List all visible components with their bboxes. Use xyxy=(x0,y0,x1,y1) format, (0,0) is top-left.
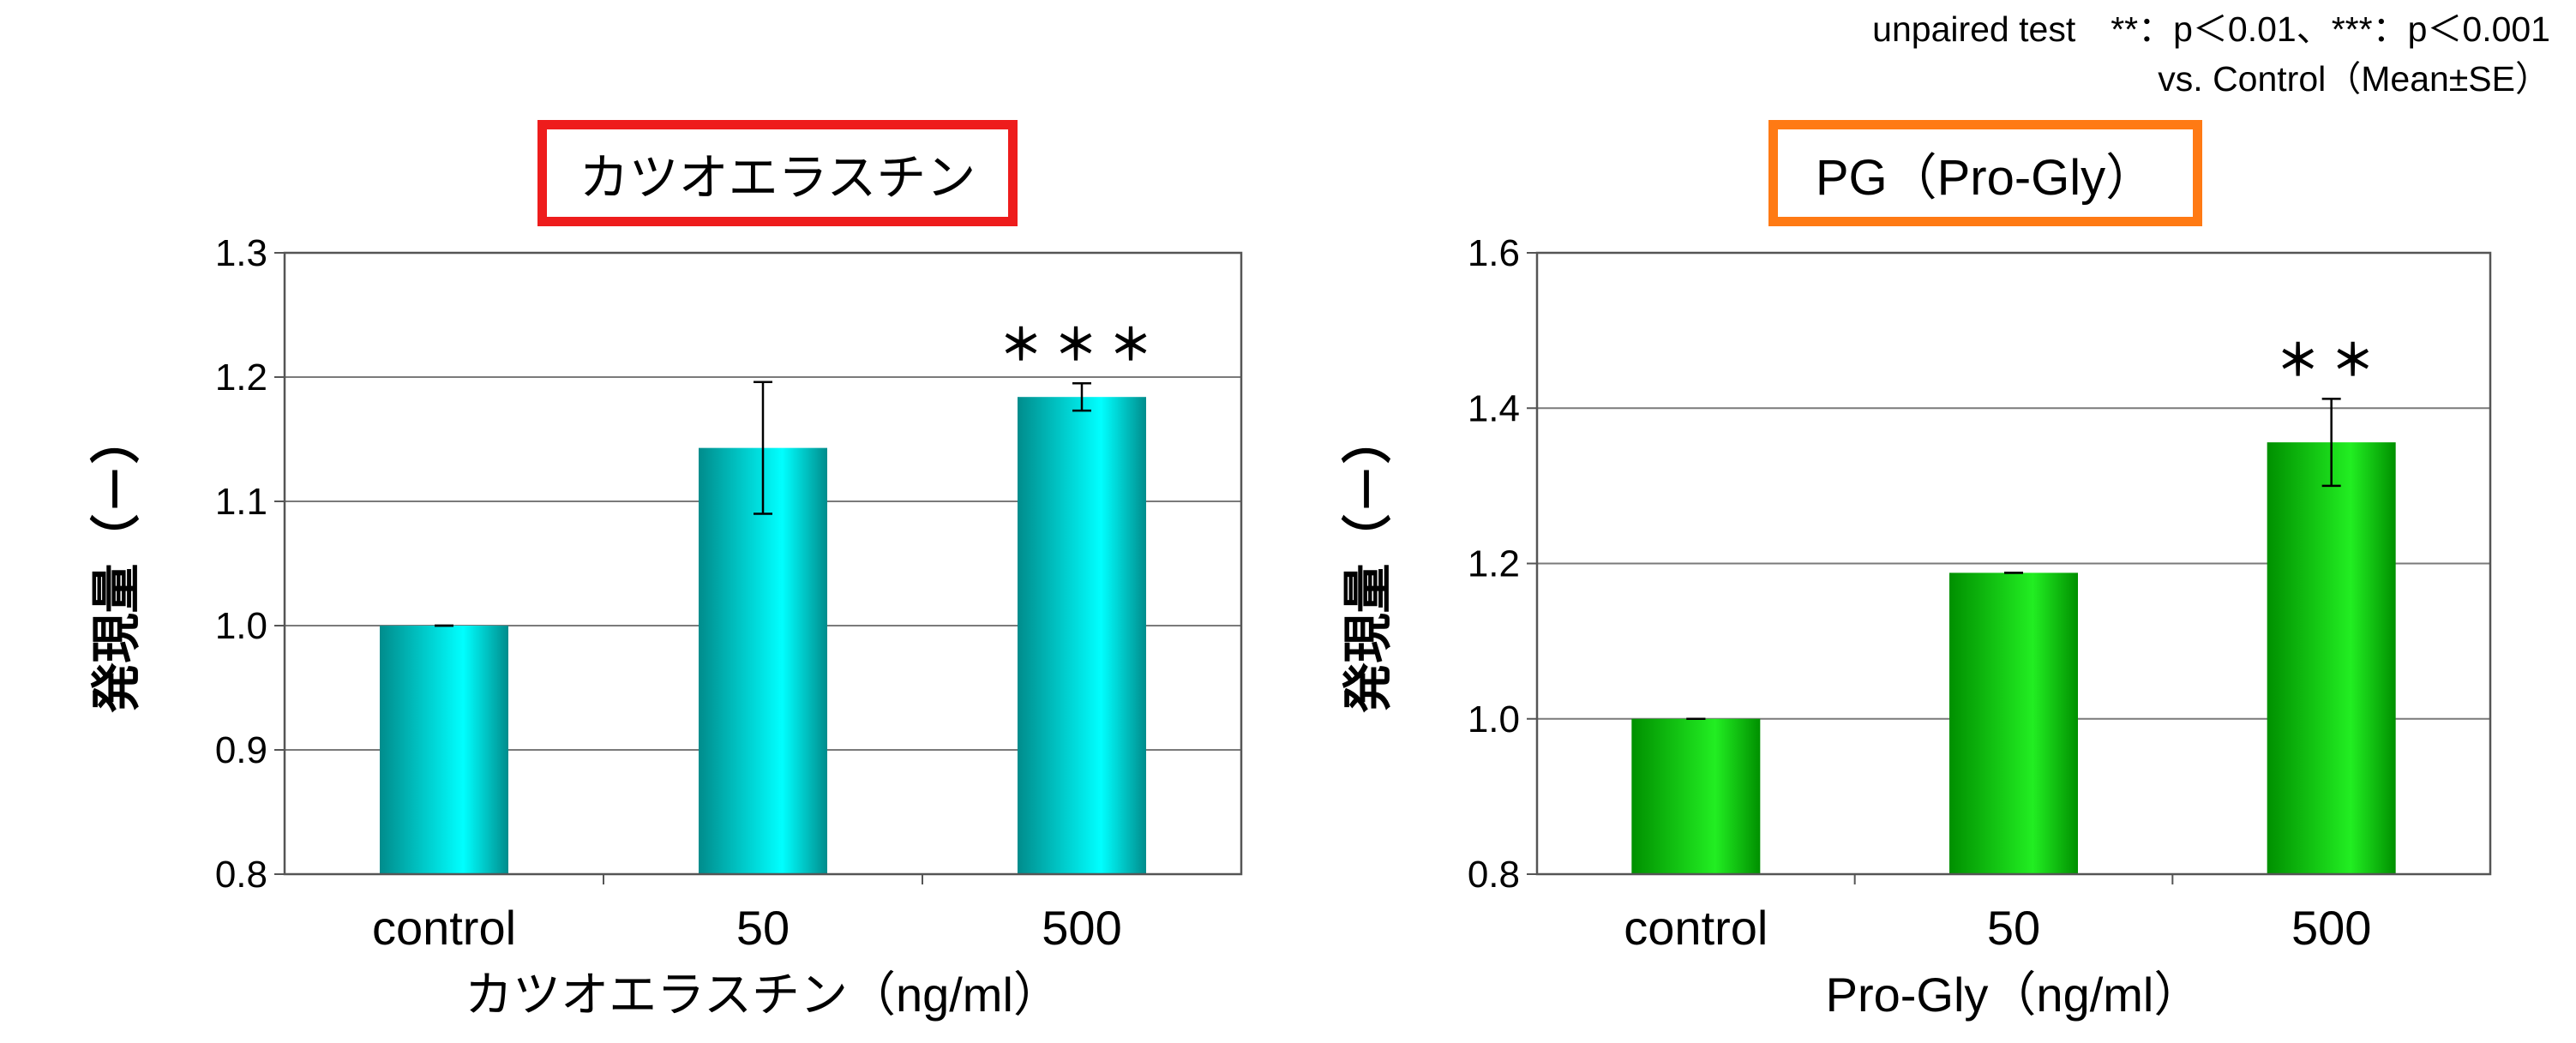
error-bar-50 xyxy=(754,381,772,515)
stats-note-test: unpaired test **：p＜0.01、***：p＜0.001 xyxy=(1872,9,2550,49)
stats-note-reference: vs. Control（Mean±SE） xyxy=(2158,59,2550,99)
y-tick-label: 0.9 xyxy=(215,729,267,771)
error-bar-500 xyxy=(2321,398,2341,488)
y-axis-title: 発現量（－） xyxy=(88,414,144,712)
chart-katsuo-elastin: 0.8 0.9 1.0 1.1 1.2 1.3 control 50 ＊＊＊ 500 カツオエラスチ… xyxy=(88,232,1243,1022)
x-axis-title: カツオエラスチン（ng/ml） xyxy=(465,968,1061,1022)
y-tick-label: 1.1 xyxy=(215,481,267,523)
bar-50 xyxy=(699,447,827,874)
y-axis-title: 発現量（－） xyxy=(1340,414,1396,712)
y-tick-label: 1.0 xyxy=(215,605,267,647)
bar-500 xyxy=(2267,442,2396,874)
chart-1-title: カツオエラスチン xyxy=(537,120,1018,226)
y-tick-label: 0.8 xyxy=(1468,854,1520,896)
x-tick-label: 50 xyxy=(736,901,790,955)
y-tick-label: 1.4 xyxy=(1468,387,1520,429)
error-bar-500 xyxy=(1072,382,1091,412)
x-axis-title: Pro-Gly（ng/ml） xyxy=(1826,968,2202,1022)
y-tick-label: 1.3 xyxy=(215,232,267,274)
y-tick-label: 1.6 xyxy=(1468,232,1520,274)
x-tick-label: 500 xyxy=(2291,901,2371,955)
x-tick-label: control xyxy=(1624,901,1768,955)
plot-frame xyxy=(1535,251,2492,876)
y-tick-label: 1.2 xyxy=(1468,543,1520,585)
x-tick-label: 50 xyxy=(1987,901,2040,955)
y-tick-label: 1.0 xyxy=(1468,698,1520,740)
plot-frame xyxy=(283,251,1243,876)
bar-control xyxy=(380,626,508,874)
bar-50 xyxy=(1949,572,2078,874)
y-tick-label: 1.2 xyxy=(215,357,267,399)
bar-control xyxy=(1631,718,1761,874)
x-tick-label: 500 xyxy=(1042,901,1121,955)
significance-marker: ＊＊ xyxy=(2277,336,2387,384)
x-tick-label: control xyxy=(372,901,516,955)
significance-marker: ＊＊＊ xyxy=(1000,321,1164,369)
chart-2-title: PG（Pro-Gly） xyxy=(1768,120,2202,226)
chart-pro-gly: 0.8 1.0 1.2 1.4 1.6 control 50 ＊＊ 500 Pro-Gly（ng/… xyxy=(1340,232,2492,1022)
y-tick-label: 0.8 xyxy=(215,854,267,896)
bar-500 xyxy=(1018,397,1146,874)
